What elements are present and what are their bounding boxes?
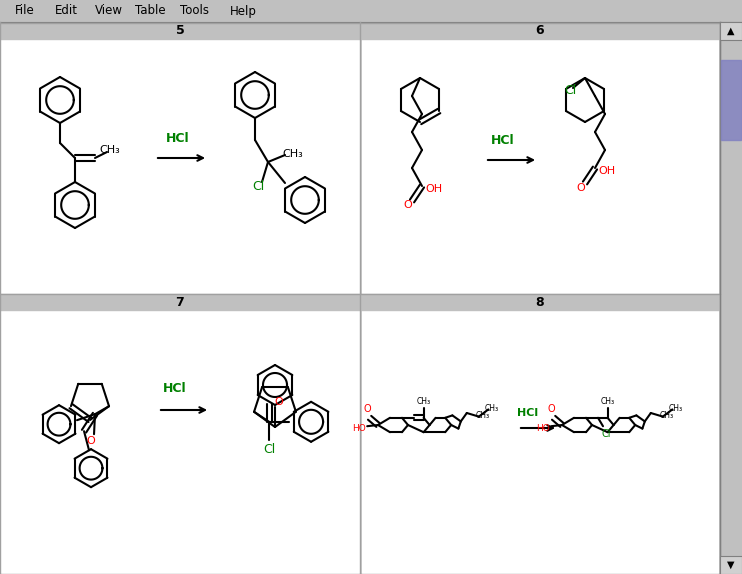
- Text: O: O: [275, 397, 283, 407]
- Bar: [0, 294, 360, 310]
- Text: Cl: Cl: [564, 83, 576, 96]
- Text: CH₃: CH₃: [416, 397, 430, 406]
- Text: 8: 8: [536, 296, 545, 308]
- Text: File: File: [15, 5, 35, 17]
- Bar: [721, 60, 741, 140]
- Text: HCl: HCl: [517, 408, 539, 418]
- Text: 5: 5: [176, 25, 184, 37]
- Text: ▼: ▼: [727, 560, 735, 570]
- Text: CH₃: CH₃: [99, 145, 120, 155]
- Text: O: O: [577, 183, 585, 193]
- Text: ▲: ▲: [727, 26, 735, 36]
- Text: HO: HO: [536, 424, 550, 433]
- Text: CH₃: CH₃: [476, 411, 490, 420]
- Text: HCl: HCl: [491, 134, 515, 146]
- Text: HO: HO: [352, 424, 366, 433]
- Bar: [720, 22, 742, 574]
- Text: CH₃: CH₃: [669, 404, 683, 413]
- Text: Table: Table: [135, 5, 165, 17]
- Text: HCl: HCl: [166, 131, 190, 145]
- Text: O: O: [364, 404, 372, 414]
- Text: O: O: [548, 404, 556, 414]
- Text: View: View: [95, 5, 123, 17]
- Text: OH: OH: [599, 166, 616, 176]
- Text: CH₃: CH₃: [660, 411, 674, 420]
- Bar: [0, 23, 360, 39]
- Bar: [360, 294, 720, 310]
- Text: Cl: Cl: [252, 180, 264, 193]
- Bar: [720, 556, 742, 574]
- Bar: [362, 23, 718, 293]
- Bar: [1, 294, 359, 573]
- Bar: [1, 23, 359, 293]
- Text: CH₃: CH₃: [485, 404, 499, 413]
- Bar: [0, 0, 742, 22]
- Text: OH: OH: [425, 184, 442, 194]
- Bar: [720, 22, 742, 40]
- Text: HCl: HCl: [163, 382, 187, 394]
- Text: CH₃: CH₃: [600, 397, 614, 406]
- Text: O: O: [87, 436, 96, 446]
- Text: Cl: Cl: [601, 429, 611, 439]
- Text: 6: 6: [536, 25, 545, 37]
- Text: O: O: [404, 200, 413, 210]
- Text: Cl: Cl: [263, 443, 275, 456]
- Text: Edit: Edit: [55, 5, 78, 17]
- Bar: [362, 294, 718, 573]
- Text: Help: Help: [230, 5, 257, 17]
- Text: Tools: Tools: [180, 5, 209, 17]
- Text: 7: 7: [176, 296, 184, 308]
- Text: CH₃: CH₃: [283, 149, 303, 159]
- Bar: [360, 23, 720, 39]
